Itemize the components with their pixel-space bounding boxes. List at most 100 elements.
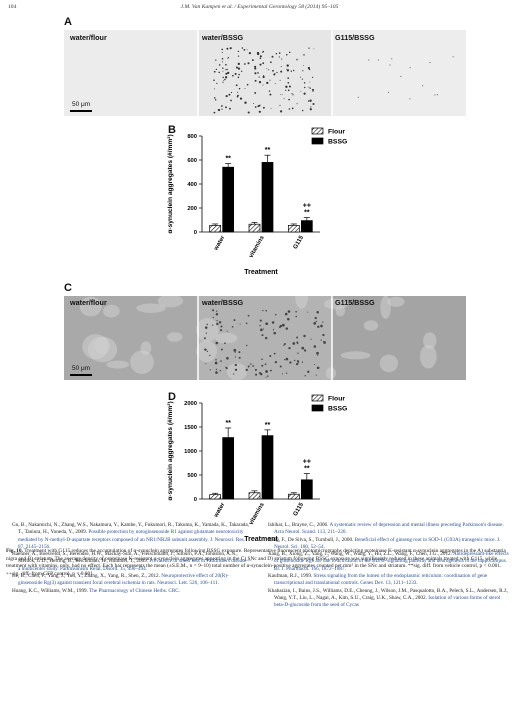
- reference-entry: Haehner, A., Boesveldt, S., Berendse, H.…: [12, 551, 252, 573]
- reference-entry: Khabazian, I., Bains, J.S., Williams, D.…: [268, 588, 512, 610]
- panel-letter-b: B: [168, 124, 176, 136]
- significance-marker: **: [304, 210, 310, 217]
- y-tick-label: 0: [194, 230, 197, 236]
- bar-bssg-vitamins: [261, 435, 274, 500]
- chart-panel-b: 0 200 400 600 800 α-synuclein aggregates (#/m…: [167, 127, 347, 276]
- page-number: 104: [8, 4, 17, 10]
- significance-marker: **: [265, 422, 271, 429]
- y-tick-label: 200: [187, 206, 197, 212]
- micrograph-a-label-1: water/flour: [70, 33, 107, 42]
- micrograph-a-label-2: water/BSSG: [202, 33, 244, 42]
- significance-marker: **: [225, 156, 231, 163]
- reference-link[interactable]: Neuroprotective effect of 20(R)-ginsenos…: [18, 573, 229, 587]
- bar-flour-vitamins: [248, 492, 261, 500]
- x-tick-label: G115: [293, 501, 306, 517]
- micrograph-texture-a: [64, 30, 466, 116]
- legend-label: BSSG: [328, 406, 347, 413]
- micrograph-c-label-1: water/flour: [70, 298, 107, 307]
- reference-authors: Khabazian, I., Bains, J.S., Williams, D.…: [268, 587, 509, 601]
- bar-flour-g115: [287, 225, 300, 233]
- bar-flour-water: [209, 494, 222, 500]
- bar-bssg-water: [222, 437, 235, 500]
- micrograph-texture-c: [64, 296, 466, 380]
- legend-swatch: [311, 137, 324, 145]
- significance-marker: ++: [303, 459, 311, 466]
- caption-label: Fig. 10.: [6, 548, 23, 554]
- y-axis-label: α-synuclein aggregates (#/mm²): [167, 134, 174, 233]
- legend-swatch: [311, 394, 324, 402]
- reference-link[interactable]: The Pharmacology of Chinese Herbs. CRC.: [89, 587, 181, 594]
- references-left-column: Gu, B., Nakamichi, N., Zhang, W.S., Naka…: [12, 522, 252, 595]
- y-tick-label: 600: [187, 158, 197, 164]
- y-tick-label: 0: [194, 497, 197, 503]
- x-tick-label: water: [213, 234, 227, 252]
- scale-bar-a: [70, 110, 92, 112]
- y-tick-label: 1500: [184, 425, 197, 431]
- y-tick-label: 1000: [184, 449, 197, 455]
- legend-label: Flour: [328, 129, 345, 136]
- x-axis-label: Treatment: [244, 269, 278, 276]
- reference-entry: Ishihar, L., Brayne, C., 2006. A systema…: [268, 522, 512, 537]
- bar-bssg-vitamins: [261, 162, 274, 233]
- y-tick-label: 400: [187, 182, 197, 188]
- significance-marker: **: [265, 147, 271, 154]
- bar-bssg-g115: [300, 220, 313, 233]
- micrograph-strip-a: [64, 30, 466, 116]
- reference-link[interactable]: Beneficial effect of ginseng root in SOD…: [274, 536, 501, 550]
- journal-running-head: J.M. Van Kampen et al. / Experimental Ge…: [180, 4, 339, 10]
- micrograph-c-label-2: water/BSSG: [202, 298, 244, 307]
- significance-marker: **: [225, 420, 231, 427]
- reference-authors: Ishihar, L., Brayne, C., 2006.: [268, 522, 330, 528]
- reference-link[interactable]: Stress signaling from the lumen of the e…: [274, 573, 488, 587]
- reference-entry: Jiang, F., De Silva, S., Turnbull, J., 2…: [268, 537, 512, 552]
- figure-caption: Fig. 10. Treatment with G115 reduces the…: [6, 548, 514, 578]
- reference-link[interactable]: Isolation of various forms of sterol bet…: [274, 594, 501, 609]
- references-right-column: Ishihar, L., Brayne, C., 2006. A systema…: [268, 522, 512, 610]
- reference-authors: Huang, K.C., Williams, W.M., 1999.: [12, 587, 90, 594]
- legend-label: Flour: [328, 396, 345, 403]
- reference-link[interactable]: A systematic review of depression and me…: [274, 522, 504, 536]
- reference-authors: He, B., Chen, P., Yang, J., Yun, Y., Zha…: [12, 573, 162, 580]
- reference-entry: He, B., Chen, P., Yang, J., Yun, Y., Zha…: [12, 573, 252, 588]
- panel-letter-c: C: [64, 282, 72, 294]
- bar-flour-vitamins: [248, 223, 261, 233]
- scale-label-c: 50 μm: [72, 365, 91, 372]
- micrograph-c-label-3: G115/BSSG: [335, 298, 375, 307]
- panel-letter-d: D: [168, 391, 176, 403]
- bar-flour-g115: [287, 493, 300, 500]
- y-axis-label: α-synuclein aggregates (#/mm²): [167, 401, 174, 500]
- reference-authors: Gu, B., Nakamichi, N., Zhang, W.S., Naka…: [12, 522, 249, 536]
- reference-link[interactable]: Prevalence of smell loss in Parkinson's …: [18, 558, 252, 572]
- scale-label-a: 50 μm: [72, 101, 91, 108]
- bar-flour-water: [209, 225, 222, 233]
- reference-authors: Kaufman, R.J., 1999.: [268, 573, 314, 580]
- y-tick-label: 800: [187, 134, 197, 140]
- reference-link[interactable]: Antidepressant-like effects of ginsenosi…: [274, 551, 509, 572]
- reference-authors: Jiang, B., Xiong, Z., Yang, J., Wang, W.…: [268, 551, 453, 558]
- reference-entry: Huang, K.C., Williams, W.M., 1999. The P…: [12, 588, 252, 595]
- x-tick-label: water: [213, 501, 227, 519]
- legend-swatch: [311, 404, 324, 412]
- y-tick-label: 2000: [184, 401, 197, 407]
- x-axis-label: Treatment: [244, 536, 278, 543]
- chart-panel-d: 0 500 1000 1500 2000 α-synuclein aggregates (…: [167, 394, 347, 543]
- significance-marker: **: [304, 466, 310, 473]
- legend-label: BSSG: [328, 139, 347, 146]
- reference-entry: Jiang, B., Xiong, Z., Yang, J., Wang, W.…: [268, 551, 512, 573]
- reference-authors: Jiang, F., De Silva, S., Turnbull, J., 2…: [268, 536, 355, 543]
- y-tick-label: 500: [187, 473, 197, 479]
- micrograph-strip-c: [64, 296, 466, 380]
- reference-entry: Kaufman, R.J., 1999. Stress signaling fr…: [268, 573, 512, 588]
- reference-authors: Haehner, A., Boesveldt, S., Berendse, H.…: [12, 551, 238, 565]
- scale-bar-c: [70, 374, 92, 376]
- caption-text: Treatment with G115 reduces the accumula…: [6, 548, 506, 577]
- reference-link[interactable]: Possible protection by notoginsenoside R…: [18, 529, 245, 550]
- bar-bssg-water: [222, 166, 235, 233]
- reference-entry: Gu, B., Nakamichi, N., Zhang, W.S., Naka…: [12, 522, 252, 551]
- legend-swatch: [311, 127, 324, 135]
- micrograph-a-label-3: G115/BSSG: [335, 33, 375, 42]
- x-tick-label: G115: [293, 234, 306, 250]
- bar-bssg-g115: [300, 479, 313, 500]
- panel-letter-a: A: [64, 16, 72, 28]
- x-tick-label: vitamins: [248, 234, 266, 259]
